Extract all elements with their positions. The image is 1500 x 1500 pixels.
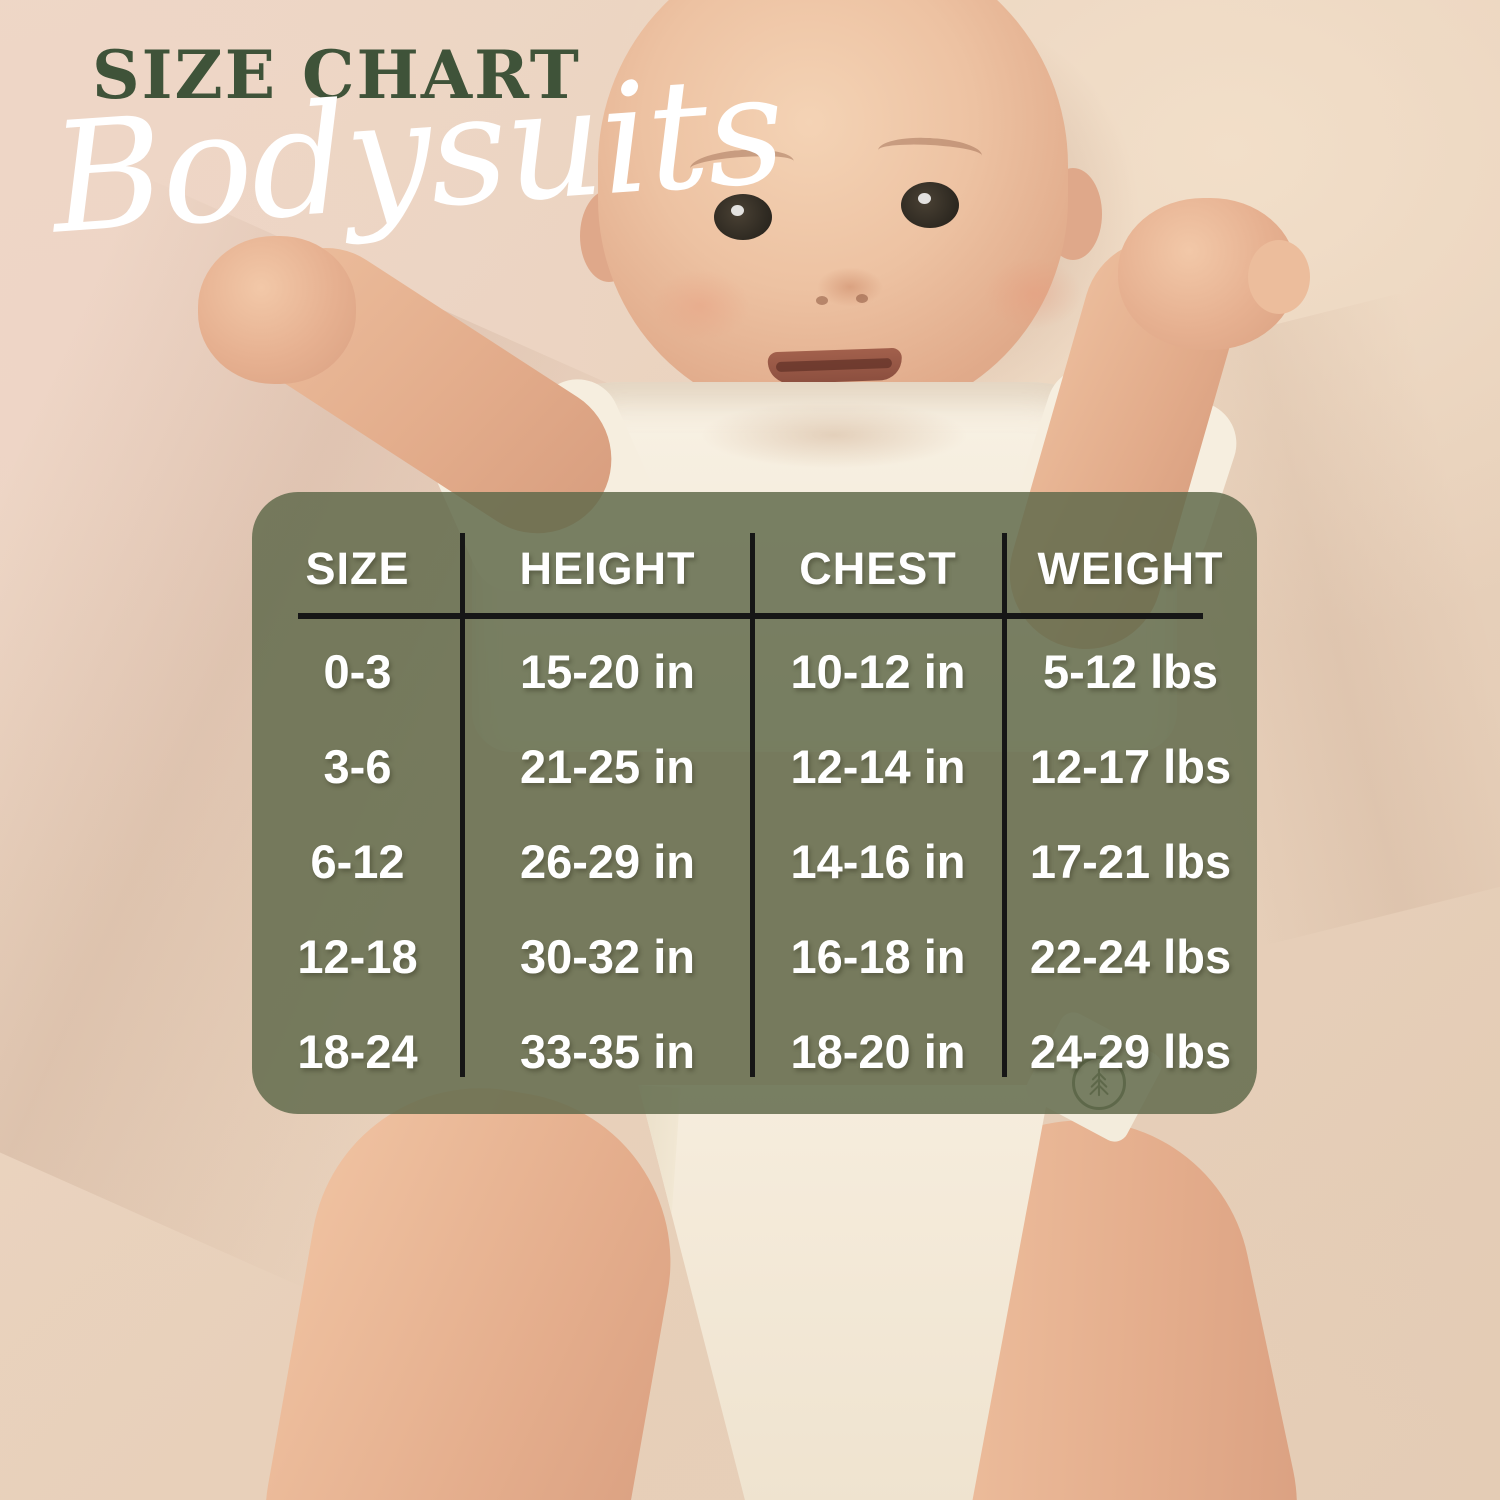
cell-chest: 18-20 in <box>790 1025 966 1078</box>
baby-cheek-right <box>968 246 1098 341</box>
baby-leg-left <box>238 1061 698 1500</box>
cell-chest: 12-14 in <box>790 740 966 793</box>
baby-fist-left <box>198 236 356 384</box>
cell-height: 21-25 in <box>519 740 696 793</box>
cell-chest: 14-16 in <box>790 835 966 888</box>
header-divider <box>298 613 1203 619</box>
neckline-shadow <box>664 392 1004 478</box>
cell-size: 0-3 <box>323 645 392 698</box>
baby-mouth <box>767 347 903 385</box>
cell-height: 26-29 in <box>519 835 696 888</box>
header-height: HEIGHT <box>519 543 696 594</box>
baby-cheek-left <box>636 258 766 353</box>
cell-weight: 5-12 lbs <box>1042 645 1219 698</box>
header-size: SIZE <box>305 543 410 594</box>
column-divider <box>460 533 465 1077</box>
mouth-line <box>775 358 893 373</box>
size-table-panel: SIZE HEIGHT CHEST WEIGHT 0-3 15-20 in 10… <box>252 492 1257 1114</box>
page-title: SIZE CHART <box>92 36 581 114</box>
cell-chest: 10-12 in <box>790 645 966 698</box>
cell-weight: 22-24 lbs <box>1029 930 1232 983</box>
eye-glint <box>918 193 932 205</box>
baby-eye-left <box>714 194 772 240</box>
baby-eye-right <box>901 182 959 228</box>
baby-nostril <box>856 294 868 303</box>
cell-weight: 24-29 lbs <box>1029 1025 1232 1078</box>
baby-nostril <box>816 296 828 305</box>
cell-size: 18-24 <box>297 1025 418 1078</box>
column-divider <box>1002 533 1007 1077</box>
cell-size: 3-6 <box>323 740 392 793</box>
cell-size: 12-18 <box>297 930 418 983</box>
cell-weight: 12-17 lbs <box>1029 740 1232 793</box>
header-weight: WEIGHT <box>1037 543 1224 594</box>
cell-height: 15-20 in <box>519 645 696 698</box>
column-divider <box>750 533 755 1077</box>
eye-glint <box>731 205 745 217</box>
cell-size: 6-12 <box>310 835 405 888</box>
header-chest: CHEST <box>799 543 957 594</box>
size-table: SIZE HEIGHT CHEST WEIGHT 0-3 15-20 in 10… <box>252 492 1257 1114</box>
cell-height: 30-32 in <box>519 930 696 983</box>
cell-chest: 16-18 in <box>790 930 966 983</box>
baby-thumb-right <box>1248 240 1310 314</box>
cell-weight: 17-21 lbs <box>1029 835 1232 888</box>
cell-height: 33-35 in <box>519 1025 696 1078</box>
